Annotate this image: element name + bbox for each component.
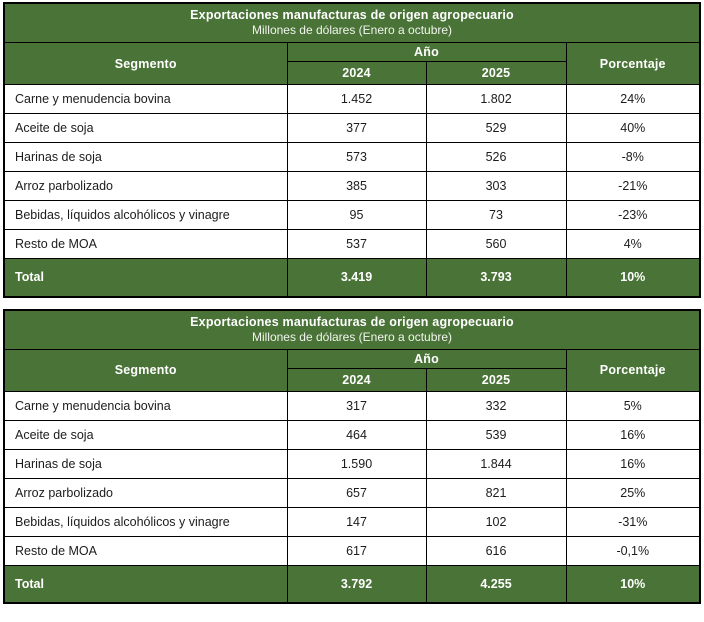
table-2-header-row-2: 2024 2025 [4,367,700,392]
segment-cell: Resto de MOA [3,535,288,566]
value-2025-cell: 539 [425,419,567,450]
total-pct-cell: 10% [565,258,701,297]
pct-cell: 40% [565,113,701,143]
total-row: Total 3.419 3.793 10% [3,258,701,297]
column-header-segmento: Segmento [3,348,288,392]
pct-cell: 25% [565,477,701,508]
value-2024-cell: 617 [286,535,427,566]
value-2024-cell: 377 [286,113,427,143]
segment-cell: Bebidas, líquidos alcohólicos y vinagre [3,506,288,537]
segment-cell: Carne y menudencia bovina [3,84,288,114]
column-header-porcentaje: Porcentaje [565,42,701,85]
value-2025-cell: 73 [425,200,567,230]
pct-cell: 24% [565,84,701,114]
table-row: Carne y menudencia bovina 317 332 5% [3,390,701,421]
segment-cell: Arroz parbolizado [3,171,288,201]
pct-cell: 5% [565,390,701,421]
table-row: Resto de MOA 617 616 -0,1% [3,535,701,566]
segment-cell: Harinas de soja [3,142,288,172]
value-2025-cell: 303 [425,171,567,201]
table-2-title: Exportaciones manufacturas de origen agr… [190,314,514,329]
column-header-2024: 2024 [286,367,427,392]
pct-cell: -31% [565,506,701,537]
table-row: Carne y menudencia bovina 1.452 1.802 24… [3,84,701,114]
total-label-cell: Total [3,258,288,297]
value-2024-cell: 1.590 [286,448,427,479]
table-2-header-row-1: Segmento Año Porcentaje [3,348,701,392]
table-row: Bebidas, líquidos alcohólicos y vinagre … [3,200,701,230]
table-1-title-cell: Exportaciones manufacturas de origen agr… [3,2,701,43]
table-1-header-row-1: Segmento Año Porcentaje [3,42,701,85]
pct-cell: 16% [565,448,701,479]
pct-cell: -21% [565,171,701,201]
segment-cell: Bebidas, líquidos alcohólicos y vinagre [3,200,288,230]
table-1-subtitle: Millones de dólares (Enero a octubre) [251,23,453,37]
value-2025-cell: 1.844 [425,448,567,479]
segment-cell: Aceite de soja [3,113,288,143]
value-2025-cell: 529 [425,113,567,143]
segment-cell: Resto de MOA [3,229,288,259]
pct-cell: 4% [565,229,701,259]
value-2024-cell: 573 [286,142,427,172]
table-1-title: Exportaciones manufacturas de origen agr… [190,8,514,22]
column-header-2025: 2025 [425,61,567,85]
total-2024-cell: 3.419 [286,258,427,297]
total-2024-cell: 3.792 [286,564,427,604]
pct-cell: -0,1% [565,535,701,566]
value-2024-cell: 147 [286,506,427,537]
pct-cell: -23% [565,200,701,230]
table-row: Bebidas, líquidos alcohólicos y vinagre … [3,506,701,537]
export-table-2: Exportaciones manufacturas de origen agr… [3,308,702,604]
value-2024-cell: 385 [286,171,427,201]
table-row: Arroz parbolizado 385 303 -21% [3,171,701,201]
table-row: Harinas de soja 1.590 1.844 16% [3,448,701,479]
export-table-1: Exportaciones manufacturas de origen agr… [3,2,702,298]
value-2025-cell: 102 [425,506,567,537]
table-row: Aceite de soja 377 529 40% [3,113,701,143]
table-row: Aceite de soja 464 539 16% [3,419,701,450]
table-row: Resto de MOA 537 560 4% [3,229,701,259]
total-2025-cell: 4.255 [425,564,567,604]
table-2-title-row: Exportaciones manufacturas de origen agr… [3,309,701,350]
table-2-title-cell: Exportaciones manufacturas de origen agr… [3,309,701,350]
total-pct-cell: 10% [565,564,701,604]
column-header-2025: 2025 [425,367,567,392]
value-2025-cell: 1.802 [425,84,567,114]
table-row: Arroz parbolizado 657 821 25% [3,477,701,508]
total-label-cell: Total [3,564,288,604]
value-2024-cell: 464 [286,419,427,450]
table-row: Harinas de soja 573 526 -8% [3,142,701,172]
value-2024-cell: 95 [286,200,427,230]
value-2025-cell: 616 [425,535,567,566]
value-2024-cell: 1.452 [286,84,427,114]
column-header-ano-group: Año [286,42,567,62]
table-1-title-row: Exportaciones manufacturas de origen agr… [3,2,701,43]
column-header-2024: 2024 [286,61,427,85]
total-row: Total 3.792 4.255 10% [3,564,701,604]
segment-cell: Carne y menudencia bovina [3,390,288,421]
pct-cell: -8% [565,142,701,172]
pct-cell: 16% [565,419,701,450]
value-2024-cell: 657 [286,477,427,508]
segment-cell: Harinas de soja [3,448,288,479]
value-2025-cell: 526 [425,142,567,172]
segment-cell: Aceite de soja [3,419,288,450]
report-page: Exportaciones manufacturas de origen agr… [3,2,702,604]
value-2024-cell: 537 [286,229,427,259]
segment-cell: Arroz parbolizado [3,477,288,508]
value-2025-cell: 332 [425,390,567,421]
table-2-subtitle: Millones de dólares (Enero a octubre) [251,329,453,344]
value-2025-cell: 560 [425,229,567,259]
column-header-ano-group: Año [286,348,567,369]
column-header-porcentaje: Porcentaje [565,348,701,392]
value-2025-cell: 821 [425,477,567,508]
total-2025-cell: 3.793 [425,258,567,297]
value-2024-cell: 317 [286,390,427,421]
column-header-segmento: Segmento [3,42,288,85]
